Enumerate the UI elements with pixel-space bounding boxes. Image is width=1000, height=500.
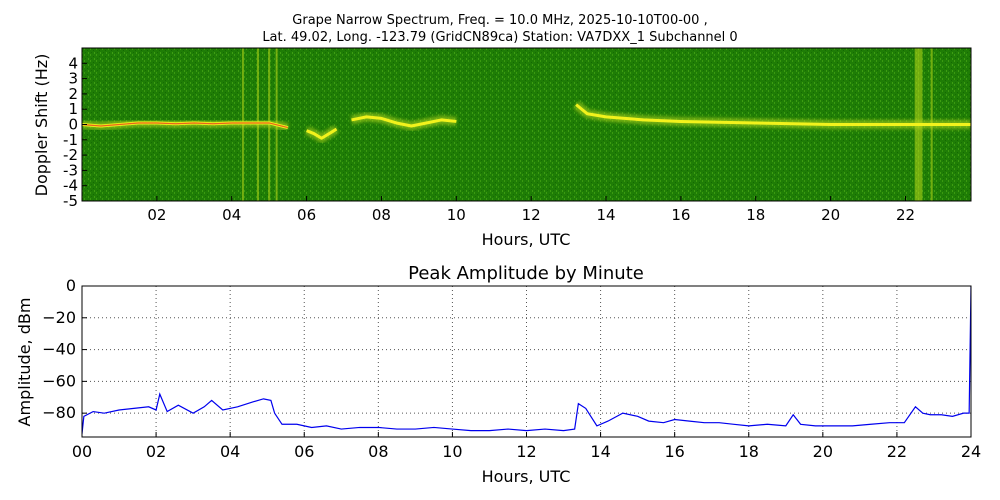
spectrogram-x-tick-label: 10 (447, 206, 466, 224)
amplitude-y-ticks: 0 −20 −40 −60 −80 (42, 276, 87, 422)
spectrogram-traces (82, 101, 971, 143)
spectrogram-y-tick-label: -5 (63, 192, 78, 210)
spectrogram-y-tick-label: 4 (68, 54, 78, 72)
spectrogram-y-tick-label: -4 (63, 177, 78, 195)
spectrogram-y-tick-label: 1 (68, 100, 78, 118)
amplitude-x-tick-label: 12 (516, 442, 536, 461)
amplitude-x-tick-label: 20 (813, 442, 833, 461)
amplitude-panel: Peak Amplitude by Minute 00 02 04 06 08 10 12 1… (15, 263, 981, 486)
spectrogram-x-tick-label: 02 (147, 206, 166, 224)
amplitude-x-ticks: 00 02 04 06 08 10 12 14 16 18 20 22 24 (72, 432, 981, 461)
spectrogram-x-tick-label: 22 (896, 206, 915, 224)
amplitude-y-tick-label: −20 (42, 308, 76, 327)
amplitude-x-tick-label: 24 (961, 442, 981, 461)
spectrogram-x-tick-label: 12 (522, 206, 541, 224)
spectrogram-x-ticks: 02 04 06 08 10 12 14 16 18 20 22 (147, 196, 915, 224)
spectrogram-x-axis-label: Hours, UTC (482, 230, 571, 249)
spectrogram-x-tick-label: 16 (671, 206, 690, 224)
spectrogram-y-tick-label: 3 (68, 70, 78, 88)
amplitude-x-tick-label: 10 (442, 442, 462, 461)
amplitude-x-tick-label: 08 (368, 442, 388, 461)
spectrogram-trace-peak (82, 122, 289, 129)
spectrogram-y-tick-label: 2 (68, 85, 78, 103)
amplitude-x-tick-label: 02 (146, 442, 166, 461)
spectrogram-trace (575, 103, 971, 126)
figure-title-line-1: Grape Narrow Spectrum, Freq. = 10.0 MHz,… (292, 13, 708, 28)
amplitude-chart-title: Peak Amplitude by Minute (408, 263, 644, 284)
spectrogram-y-tick-label: -3 (63, 161, 78, 179)
spectrogram-x-tick-label: 14 (596, 206, 615, 224)
spectrogram-x-tick-label: 08 (372, 206, 391, 224)
amplitude-y-tick-label: 0 (66, 276, 76, 295)
amplitude-y-tick-label: −80 (42, 403, 76, 422)
amplitude-y-tick-label: −60 (42, 371, 76, 390)
amplitude-x-tick-label: 18 (739, 442, 759, 461)
spectrogram-y-axis-label: Doppler Shift (Hz) (32, 54, 51, 197)
spectrogram-x-tick-label: 04 (222, 206, 241, 224)
amplitude-x-tick-label: 04 (220, 442, 240, 461)
spectrogram-y-tick-label: -1 (63, 131, 78, 149)
figure-title-line-2: Lat. 49.02, Long. -123.79 (GridCN89ca) S… (262, 30, 738, 45)
spectrogram-y-tick-label: -2 (63, 146, 78, 164)
spectrogram-x-tick-label: 06 (297, 206, 316, 224)
amplitude-x-axis-label: Hours, UTC (482, 467, 571, 486)
amplitude-y-tick-label: −40 (42, 340, 76, 359)
amplitude-x-tick-label: 22 (887, 442, 907, 461)
amplitude-x-tick-label: 06 (294, 442, 314, 461)
spectrogram-trace (351, 115, 457, 128)
amplitude-plot-area (82, 286, 971, 437)
amplitude-x-tick-label: 16 (664, 442, 684, 461)
amplitude-y-axis-label: Amplitude, dBm (15, 298, 34, 427)
spectrogram-y-tick-label: 0 (68, 116, 78, 134)
spectrogram-x-tick-label: 20 (821, 206, 840, 224)
spectrogram-trace (306, 127, 338, 140)
spectrogram-x-tick-label: 18 (746, 206, 765, 224)
amplitude-series-line (82, 286, 971, 434)
amplitude-x-tick-label: 00 (72, 442, 92, 461)
amplitude-x-tick-label: 14 (590, 442, 610, 461)
